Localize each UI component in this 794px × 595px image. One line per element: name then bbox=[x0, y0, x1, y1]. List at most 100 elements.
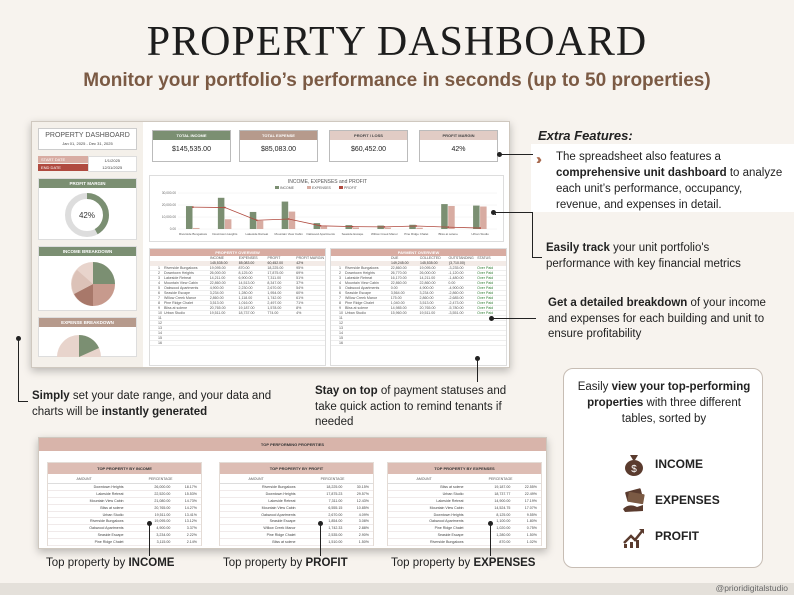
row-number: 4 bbox=[158, 281, 160, 285]
connector-dot bbox=[475, 356, 480, 361]
row-number: 16 bbox=[339, 341, 343, 345]
cell: -2,685.00 bbox=[448, 296, 464, 300]
text-part: of your income and expenses for each bui… bbox=[548, 297, 766, 340]
text-part: of payment statuses and take quick actio… bbox=[315, 385, 507, 428]
end-date-field[interactable]: 12/31/2025 bbox=[102, 165, 123, 170]
cell: 18,737.00 bbox=[238, 311, 255, 315]
connector-line bbox=[18, 340, 19, 402]
cell: 1,016.00 bbox=[238, 301, 253, 305]
bar-expenses bbox=[384, 227, 391, 229]
legend-swatch bbox=[307, 186, 311, 189]
property-name: Seaside Escape bbox=[163, 291, 190, 295]
property-name: Urban Studio bbox=[344, 311, 366, 315]
cell: 1.50% bbox=[358, 540, 369, 545]
cell: 15.53% bbox=[184, 491, 197, 496]
legend-swatch bbox=[275, 186, 279, 189]
expense-breakdown-header: EXPENSE BREAKDOWN bbox=[39, 318, 136, 327]
cell: 175.00 bbox=[390, 296, 402, 300]
table-row: 13 bbox=[331, 326, 506, 331]
cell: Lakeside Retreat bbox=[436, 498, 464, 503]
x-tick-label: Riverside Bungalows bbox=[179, 232, 208, 236]
total-cell: 42% bbox=[296, 261, 304, 265]
chart-title: INCOME, EXPENSES and PROFIT bbox=[288, 179, 367, 185]
cell: 1,118.00 bbox=[238, 296, 253, 300]
cell: 21,080.00 bbox=[154, 498, 171, 503]
cell: 19,511.00 bbox=[209, 311, 226, 315]
cell: 17.07% bbox=[524, 505, 537, 510]
property-name: Oakwood Apartments bbox=[163, 286, 199, 290]
connector-line bbox=[492, 318, 536, 319]
cell: Bliss at solene bbox=[440, 485, 464, 489]
property-name: Oakwood Apartments bbox=[344, 286, 380, 290]
table-row: Seaside Escape 3,234.00 2.22% bbox=[48, 532, 201, 540]
cell: 3,234.00 bbox=[419, 291, 434, 295]
cell: 30.15% bbox=[356, 485, 369, 489]
cell: 0.75% bbox=[526, 526, 537, 531]
connector-line bbox=[477, 360, 478, 382]
total-cell: 145,535.00 bbox=[210, 261, 228, 265]
sub-header: AMOUNT PERCENTAGE bbox=[388, 474, 541, 484]
cell: 1,510.00 bbox=[328, 540, 343, 545]
cell: 22,860.00 bbox=[419, 281, 436, 285]
connector-dot bbox=[16, 336, 21, 341]
cell: 6,900.00 bbox=[238, 276, 253, 280]
legend-label: PROFIT bbox=[655, 529, 699, 543]
legend-swatch bbox=[339, 186, 343, 189]
page-title: PROPERTY DASHBOARD bbox=[146, 19, 648, 65]
text-part: Easily bbox=[577, 381, 612, 393]
cell: 2.14% bbox=[186, 540, 197, 545]
table-row: Lakeside Retreat 7,311.00 12.43% bbox=[220, 498, 373, 505]
cell: 1,854.00 bbox=[328, 519, 343, 524]
kpi-label: PROFIT / LOSS bbox=[330, 131, 407, 140]
cell: 1,020.00 bbox=[496, 526, 511, 531]
table-row: 14 bbox=[150, 331, 325, 336]
table-row: 15 bbox=[331, 336, 506, 341]
cell: 26,000.00 bbox=[154, 485, 171, 489]
table-row: 12 bbox=[150, 321, 325, 326]
table-row: Oakwood Apartments 4,900.00 3.37% bbox=[48, 525, 201, 533]
table-row: 6 Seaside Escape 3,564.00 3,234.00 -2,860.00… bbox=[331, 291, 506, 296]
bar-income bbox=[345, 225, 352, 229]
profit-point bbox=[255, 219, 258, 222]
bar-income bbox=[441, 204, 448, 229]
row-number: 8 bbox=[158, 301, 160, 305]
connector-dot bbox=[488, 521, 493, 526]
cell: 14,985.00 bbox=[390, 306, 407, 310]
cell: 1,742.00 bbox=[267, 296, 282, 300]
property-name: Mountain View Cabin bbox=[163, 281, 198, 285]
connector-line bbox=[500, 154, 533, 155]
table-row: 2 Downtown Heights 26,000.00 8,125.00 17,875… bbox=[150, 271, 325, 276]
income-expense-profit-chart: INCOME, EXPENSES and PROFIT INCOME EXPENSE… bbox=[149, 175, 504, 242]
simply-callout: Simply set your date range, and your dat… bbox=[32, 389, 282, 420]
row-number: 13 bbox=[339, 326, 343, 330]
table-row: 1 Riverside Bungalows 22,860.00 19,095.00 -3… bbox=[331, 266, 506, 271]
row-number: 2 bbox=[339, 271, 341, 275]
kpi-value: 42% bbox=[451, 146, 466, 153]
start-date-field[interactable]: 1/1/2025 bbox=[104, 158, 121, 163]
cell: 54% bbox=[296, 286, 304, 290]
cell: Oakwood Apartments bbox=[89, 526, 124, 531]
x-tick-label: Pine Ridge Chalet bbox=[404, 232, 428, 236]
cell: 19,095.00 bbox=[209, 266, 226, 270]
cell: 1,280.00 bbox=[238, 291, 253, 295]
cell: Downtown Heights bbox=[265, 491, 296, 496]
cell: 51% bbox=[296, 276, 304, 280]
cell: 4,900.00 bbox=[156, 526, 171, 531]
table-row: 8 Pine Ridge Chalet 3,513.00 1,016.00 2,497.… bbox=[150, 301, 325, 306]
table-row: Mountain View Cabin 21,080.00 14.73% bbox=[48, 498, 201, 505]
row-number: 10 bbox=[339, 311, 343, 315]
cell: Willow Creek Manor bbox=[263, 526, 296, 531]
cell: 20,765.00 bbox=[209, 306, 226, 310]
cell: 17.19% bbox=[524, 498, 537, 503]
table-row: 10 Urban Studio 19,511.00 18,737.00 774.00 4% bbox=[150, 311, 325, 316]
cell: Over Paid bbox=[477, 271, 494, 275]
row-number: 12 bbox=[158, 321, 162, 325]
bar-expenses bbox=[256, 220, 264, 229]
cell: Downtown Heights bbox=[433, 512, 464, 517]
table-row: Pine Ridge Chalet 1,020.00 0.75% bbox=[388, 525, 541, 533]
table-row: Mountain View Cabin 14,524.75 17.07% bbox=[388, 505, 541, 512]
property-name: Pine Ridge Chalet bbox=[344, 301, 374, 305]
text-bold: INCOME bbox=[128, 557, 175, 569]
table-row: 6 Seaside Escape 3,234.00 1,280.00 1,954.00 6… bbox=[150, 291, 325, 296]
bar-expenses bbox=[320, 226, 328, 229]
